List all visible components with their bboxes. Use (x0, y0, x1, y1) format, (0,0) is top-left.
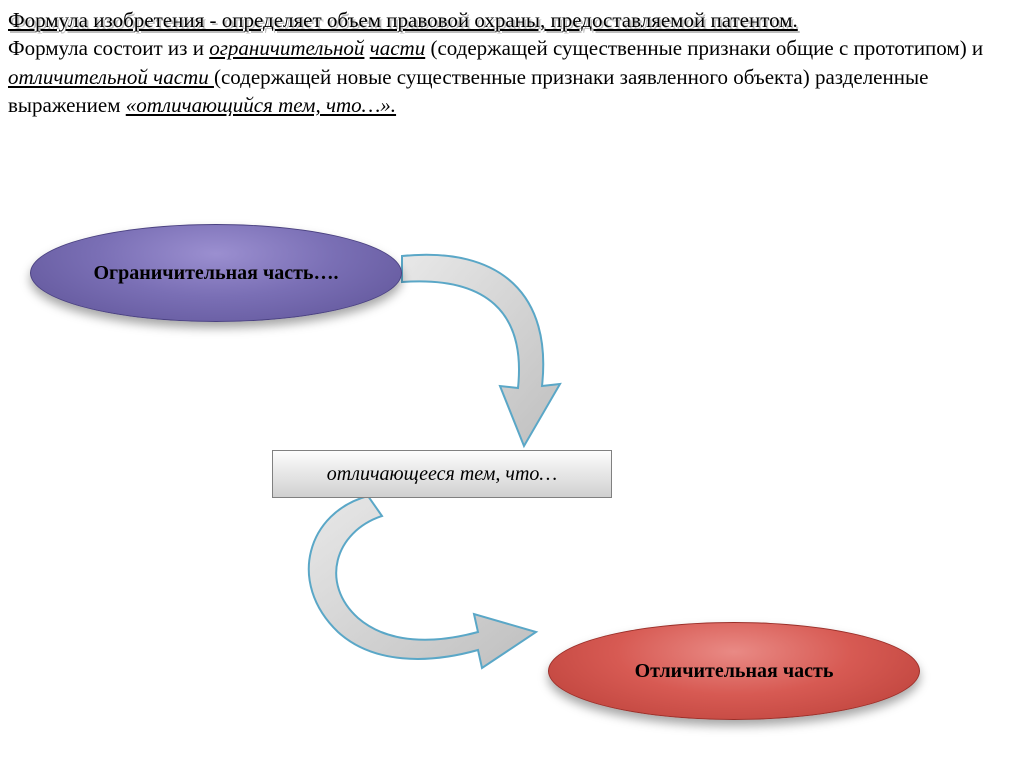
para-underline-4: «отличающийся тем, что…». (126, 93, 396, 117)
arrow-2 (278, 492, 578, 692)
connector-rect: отличающееся тем, что… (272, 450, 612, 498)
heading-line: Формула изобретения - определяет объем п… (8, 6, 1016, 34)
para-seg-1: Формула состоит из и (8, 36, 209, 60)
ellipse-restrictive: Ограничительная часть…. (30, 224, 402, 322)
ellipse-distinctive: Отличительная часть (548, 622, 920, 720)
heading-text: Формула изобретения - определяет объем п… (8, 8, 798, 32)
para-underline-3: отличительной части (8, 65, 214, 89)
ellipse-distinctive-label: Отличительная часть (635, 660, 834, 683)
arrow-1 (382, 236, 582, 456)
para-underline-2: части (370, 36, 426, 60)
para-underline-1: ограничительной (209, 36, 364, 60)
ellipse-restrictive-label: Ограничительная часть…. (93, 262, 338, 285)
para-seg-2: (содержащей существенные признаки общие … (425, 36, 983, 60)
intro-paragraph: Формула изобретения - определяет объем п… (8, 6, 1016, 119)
connector-label: отличающееся тем, что… (327, 463, 557, 486)
